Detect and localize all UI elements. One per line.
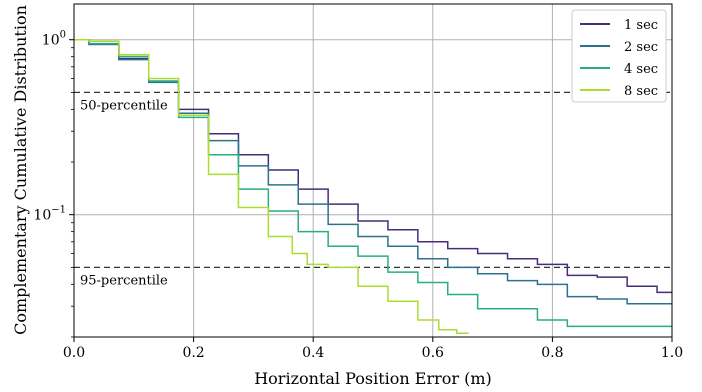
y-axis-label: Complementary Cumulative Distribution <box>11 5 30 335</box>
reference-lines: 50-percentile 95-percentile <box>74 91 672 288</box>
legend-label: 2 sec <box>624 40 658 55</box>
legend-label: 4 sec <box>624 62 658 77</box>
series-line <box>74 38 672 328</box>
x-tick-label: 0.2 <box>182 345 204 361</box>
x-tick-label: 0.6 <box>422 345 444 361</box>
plot-frame <box>73 3 673 338</box>
reference-line-label: 95-percentile <box>80 273 168 288</box>
legend-label: 1 sec <box>624 18 658 33</box>
series-line <box>74 38 469 335</box>
x-tick-label: 0.8 <box>541 345 563 361</box>
legend: 1 sec 2 sec 4 sec 8 sec <box>571 9 667 103</box>
y-axis-ticks: 100 10−1 <box>33 30 74 338</box>
x-tick-label: 0.0 <box>63 345 85 361</box>
x-axis-label: Horizontal Position Error (m) <box>254 369 492 388</box>
series-line <box>74 38 672 305</box>
series-lines <box>74 38 672 335</box>
x-tick-label: 1.0 <box>661 345 683 361</box>
reference-line-label: 50-percentile <box>80 98 168 113</box>
x-tick-label: 0.4 <box>302 345 324 361</box>
x-axis-ticks: 0.0 0.2 0.4 0.6 0.8 1.0 <box>63 337 683 361</box>
legend-label: 8 sec <box>624 84 658 99</box>
y-tick-label: 100 <box>42 30 66 49</box>
y-tick-label: 10−1 <box>33 205 66 224</box>
legend-box <box>571 9 667 103</box>
